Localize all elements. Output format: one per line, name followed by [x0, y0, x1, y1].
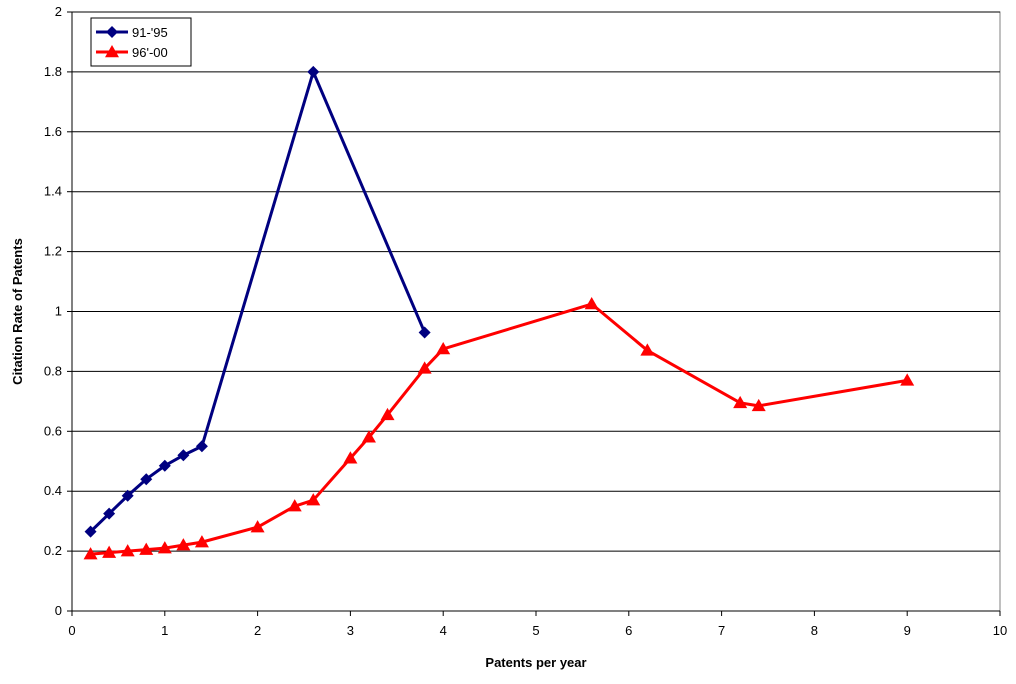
x-tick-label: 8	[811, 623, 818, 638]
series-1	[84, 65, 431, 538]
y-tick-label: 0.8	[44, 363, 62, 378]
gridlines	[71, 11, 1001, 612]
data-point	[83, 547, 98, 560]
data-point	[140, 473, 153, 486]
legend-entry: 91-'95	[96, 25, 168, 40]
legend-label: 96'-00	[132, 45, 168, 60]
axes: 0 0.2 0.4 0.6 0.8 1 1.2 1.4 1.6 1.8 2 0 1 2 3 4 5 6 7 8 9 10	[44, 4, 1007, 638]
legend-items: 91-'95 96'-00	[96, 25, 168, 60]
data-point	[194, 535, 209, 548]
data-point	[640, 343, 655, 356]
x-tick-label: 9	[904, 623, 911, 638]
legend-marker	[105, 45, 119, 58]
data-point	[120, 544, 135, 557]
data-point	[103, 507, 116, 520]
y-tick-label: 2	[55, 4, 62, 19]
data-point	[418, 326, 431, 339]
y-tick-label: 1.6	[44, 124, 62, 139]
data-point	[176, 538, 191, 551]
data-point	[250, 520, 265, 533]
data-point	[900, 373, 915, 386]
data-point	[157, 541, 172, 554]
y-axis-title: Citation Rate of Patents	[10, 238, 25, 385]
x-tick-label: 4	[440, 623, 447, 638]
y-tick-label: 0.2	[44, 543, 62, 558]
x-tick-label: 7	[718, 623, 725, 638]
data-point	[361, 430, 376, 443]
series-2	[83, 297, 915, 560]
data-point	[121, 489, 134, 502]
data-point	[287, 499, 302, 512]
data-point	[733, 395, 748, 409]
x-tick-label: 3	[347, 623, 354, 638]
x-tick-label: 1	[161, 623, 168, 638]
y-tick-label: 0	[55, 603, 62, 618]
data-point	[139, 542, 154, 555]
data-point	[102, 545, 117, 558]
x-tick-label: 6	[625, 623, 632, 638]
y-tick-label: 1.2	[44, 244, 62, 259]
data-point	[158, 459, 171, 472]
legend: 91-'95 96'-00	[90, 17, 192, 67]
legend-marker	[106, 26, 118, 38]
y-tick-label: 0.4	[44, 483, 62, 498]
data-point	[417, 361, 432, 374]
series-layer	[83, 65, 915, 560]
data-point	[436, 341, 451, 355]
y-tick-label: 0.6	[44, 423, 62, 438]
x-tick-label: 5	[532, 623, 539, 638]
series-line	[90, 302, 908, 556]
data-point	[307, 65, 320, 78]
x-axis-title: Patents per year	[485, 655, 586, 670]
y-tick-label: 1.4	[44, 184, 62, 199]
data-point	[306, 493, 321, 506]
data-point	[380, 407, 395, 421]
y-tick-label: 1.8	[44, 64, 62, 79]
x-tick-label: 2	[254, 623, 261, 638]
data-point	[584, 297, 599, 310]
series-line	[89, 70, 427, 533]
x-tick-label: 0	[68, 623, 75, 638]
y-tick-label: 1	[55, 304, 62, 319]
data-point	[177, 449, 190, 462]
data-point	[84, 525, 97, 538]
data-point	[343, 451, 358, 464]
legend-label: 91-'95	[132, 25, 168, 40]
data-point	[751, 398, 766, 412]
legend-entry: 96'-00	[96, 45, 168, 60]
data-point	[195, 440, 208, 453]
x-tick-label: 10	[993, 623, 1007, 638]
legend-box	[90, 17, 192, 67]
